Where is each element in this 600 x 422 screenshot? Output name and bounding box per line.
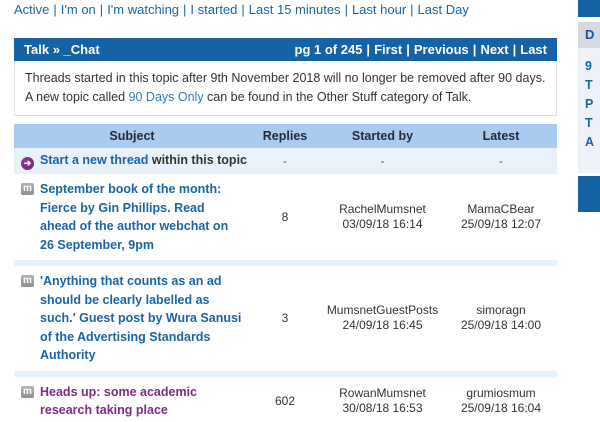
new-thread-replies-placeholder: - — [283, 154, 287, 168]
filter-link-last-hour[interactable]: Last hour — [351, 2, 407, 17]
page-indicator: pg 1 of 245 — [294, 42, 363, 57]
thread-row: m 'Anything that counts as an ad should … — [14, 266, 557, 371]
sidebar-link[interactable]: A — [585, 135, 595, 149]
filter-link-im-on[interactable]: I'm on — [60, 2, 96, 17]
new-thread-row: ➔ Start a new thread within this topic - … — [14, 148, 557, 174]
pagination-next-link[interactable]: Next — [480, 42, 509, 57]
latest-date: 25/09/18 16:04 — [460, 401, 542, 415]
sidebar-link[interactable]: T — [585, 78, 593, 92]
thread-latest-cell: MamaCBear 25/09/18 12:07 — [445, 202, 557, 232]
nav-separator: | — [183, 2, 187, 17]
new-thread-subject-cell: ➔ Start a new thread within this topic — [14, 153, 250, 170]
column-header-started-by: Started by — [351, 129, 414, 143]
pagination: pg 1 of 245 | First | Previous | Next | Last — [295, 42, 548, 57]
nav-separator: | — [53, 2, 57, 17]
started-date: 03/09/18 16:14 — [342, 217, 423, 231]
breadcrumb: Talk » _Chat — [24, 42, 100, 57]
thread-title-link[interactable]: 'Anything that counts as an ad should be… — [40, 274, 242, 362]
thread-table-header: Subject Replies Started by Latest — [14, 124, 557, 148]
breadcrumb-separator: » — [52, 42, 60, 57]
filter-link-last-day[interactable]: Last Day — [417, 2, 469, 17]
nav-separator: | — [344, 2, 348, 17]
thread-subject-cell: m September book of the month: Fierce by… — [14, 180, 250, 254]
started-by-name[interactable]: MumsnetGuestPosts — [326, 303, 439, 318]
latest-name[interactable]: grumiosmum — [466, 386, 536, 400]
latest-name[interactable]: MamaCBear — [467, 202, 535, 216]
mumsnet-icon: m — [21, 385, 34, 398]
filter-link-last-15-minutes[interactable]: Last 15 minutes — [248, 2, 341, 17]
latest-date: 25/09/18 12:07 — [460, 217, 542, 231]
notice-text-after: can be found in the Other Stuff category… — [203, 89, 472, 104]
latest-name[interactable]: simoragn — [476, 303, 526, 318]
nav-separator: | — [99, 2, 104, 17]
column-header-latest: Latest — [482, 129, 520, 143]
sidebar-header: D — [578, 22, 600, 48]
nav-separator: | — [410, 2, 414, 17]
thread-title-link[interactable]: September book of the month: Fierce by G… — [40, 182, 229, 252]
thread-started-cell: RachelMumsnet 03/09/18 16:14 — [320, 202, 445, 232]
thread-table: Subject Replies Started by Latest ➔ Start… — [14, 124, 557, 422]
thread-subject-cell: m 'Anything that counts as an ad should … — [14, 272, 250, 365]
sidebar-top-bar — [578, 0, 600, 17]
thread-started-cell: MumsnetGuestPosts 24/09/18 16:45 — [320, 303, 445, 333]
breadcrumb-talk-link[interactable]: Talk — [24, 42, 50, 57]
mumsnet-icon: m — [21, 183, 34, 195]
notice-text-before: Threads started in this topic after 9th … — [25, 71, 546, 104]
pagination-separator: | — [406, 42, 410, 57]
sidebar-blue-block — [578, 176, 600, 212]
thread-row: m Heads up: some academic research takin… — [14, 376, 557, 422]
topic-content: Talk » _Chat pg 1 of 245 | First | Previous |… — [14, 38, 557, 422]
new-thread-latest-placeholder: - — [499, 154, 503, 168]
thread-filter-nav: Active | I'm on | I'm watching | I started | Las… — [14, 2, 469, 18]
thread-started-cell: RowanMumsnet 30/08/18 16:53 — [320, 386, 445, 416]
pagination-separator: | — [512, 42, 517, 57]
filter-link-active[interactable]: Active — [14, 2, 50, 17]
thread-replies-count: 602 — [274, 394, 296, 408]
nav-separator: | — [241, 2, 245, 17]
thread-latest-cell: grumiosmum 25/09/18 16:04 — [445, 386, 557, 416]
new-thread-started-placeholder: - — [380, 154, 385, 168]
sidebar-link[interactable]: P — [585, 97, 594, 111]
thread-replies-count: 8 — [281, 210, 289, 224]
pagination-separator: | — [472, 42, 477, 57]
new-thread-suffix: within this topic — [151, 152, 247, 167]
latest-date: 25/09/18 14:00 — [460, 318, 542, 333]
thread-row: m September book of the month: Fierce by… — [14, 174, 557, 260]
thread-latest-cell: simoragn 25/09/18 14:00 — [445, 303, 557, 333]
filter-link-i-started[interactable]: I started — [190, 2, 238, 17]
start-new-thread-link[interactable]: Start a new thread — [40, 152, 149, 167]
topic-header-bar: Talk » _Chat pg 1 of 245 | First | Previous |… — [14, 38, 557, 61]
sidebar-link[interactable]: 9 — [585, 59, 592, 73]
started-by-name[interactable]: RachelMumsnet — [339, 202, 426, 216]
breadcrumb-topic: _Chat — [63, 42, 100, 57]
started-date: 30/08/18 16:53 — [342, 401, 423, 415]
thread-subject-cell: m Heads up: some academic research takin… — [14, 383, 250, 420]
filter-link-im-watching[interactable]: I'm watching — [107, 2, 180, 17]
topic-notice: Threads started in this topic after 9th … — [14, 61, 557, 116]
thread-title-link-visited[interactable]: Heads up: some academic research taking … — [40, 384, 198, 418]
pagination-first-link[interactable]: First — [374, 42, 403, 57]
new-thread-arrow-icon: ➔ — [21, 156, 34, 170]
started-by-name[interactable]: RowanMumsnet — [339, 386, 426, 400]
column-header-subject: Subject — [109, 129, 155, 143]
column-header-replies: Replies — [262, 129, 308, 143]
started-date: 24/09/18 16:45 — [342, 318, 423, 333]
thread-replies-count: 3 — [281, 311, 289, 326]
sidebar-link-panel: 9 T P T A — [578, 48, 600, 173]
ninety-days-only-link[interactable]: 90 Days Only — [128, 89, 204, 104]
pagination-last-link[interactable]: Last — [520, 42, 547, 57]
pagination-previous-link[interactable]: Previous — [413, 42, 469, 57]
pagination-separator: | — [366, 42, 371, 57]
mumsnet-icon: m — [21, 275, 34, 287]
sidebar-link[interactable]: T — [585, 116, 593, 130]
right-sidebar: D 9 T P T A — [578, 0, 600, 212]
